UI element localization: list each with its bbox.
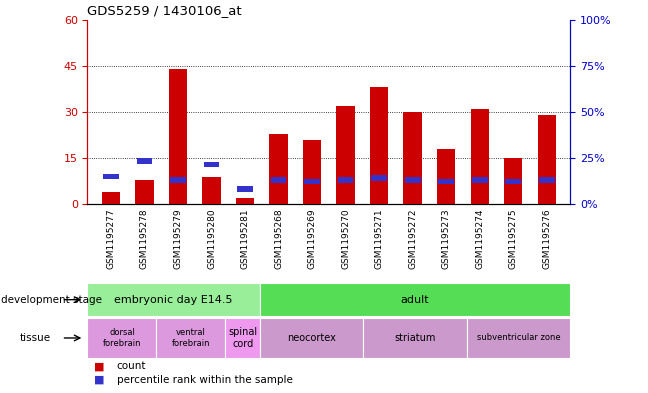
Text: ventral
forebrain: ventral forebrain (172, 328, 210, 348)
Text: ■: ■ (94, 362, 104, 371)
Bar (364, 318, 467, 358)
Bar (260, 283, 570, 316)
Bar (405, 177, 421, 182)
Text: spinal
cord: spinal cord (228, 327, 257, 349)
Bar (202, 177, 221, 204)
Bar (226, 318, 260, 358)
Bar (539, 177, 555, 182)
Text: GSM1195278: GSM1195278 (140, 208, 149, 269)
Bar (404, 112, 422, 204)
Bar (137, 158, 152, 164)
Bar (236, 198, 254, 204)
Bar (336, 106, 355, 204)
Bar (470, 109, 489, 204)
Text: ■: ■ (94, 375, 104, 385)
Bar (505, 178, 521, 184)
Text: GSM1195280: GSM1195280 (207, 208, 216, 269)
Text: neocortex: neocortex (287, 333, 336, 343)
Text: GSM1195273: GSM1195273 (442, 208, 451, 269)
Bar (270, 134, 288, 204)
Bar (203, 162, 220, 167)
Text: GSM1195275: GSM1195275 (509, 208, 518, 269)
Bar (370, 87, 388, 204)
Text: GSM1195269: GSM1195269 (308, 208, 317, 269)
Bar (472, 177, 487, 182)
Text: embryonic day E14.5: embryonic day E14.5 (115, 295, 233, 305)
Bar (438, 178, 454, 184)
Text: percentile rank within the sample: percentile rank within the sample (117, 375, 292, 385)
Text: GSM1195272: GSM1195272 (408, 208, 417, 269)
Text: GSM1195277: GSM1195277 (106, 208, 115, 269)
Bar (237, 186, 253, 192)
Text: GSM1195276: GSM1195276 (542, 208, 551, 269)
Text: adult: adult (400, 295, 430, 305)
Bar (305, 178, 320, 184)
Bar (467, 318, 570, 358)
Bar (338, 177, 353, 182)
Text: GSM1195279: GSM1195279 (174, 208, 183, 269)
Bar (371, 175, 387, 181)
Text: development stage: development stage (1, 295, 102, 305)
Text: count: count (117, 362, 146, 371)
Bar (303, 140, 321, 204)
Bar (87, 318, 156, 358)
Bar (102, 192, 120, 204)
Text: GDS5259 / 1430106_at: GDS5259 / 1430106_at (87, 4, 242, 17)
Text: striatum: striatum (395, 333, 435, 343)
Bar (156, 318, 226, 358)
Bar (538, 115, 556, 204)
Bar (271, 177, 286, 182)
Text: GSM1195268: GSM1195268 (274, 208, 283, 269)
Bar (135, 180, 154, 204)
Text: dorsal
forebrain: dorsal forebrain (103, 328, 141, 348)
Text: tissue: tissue (19, 333, 51, 343)
Text: GSM1195271: GSM1195271 (375, 208, 384, 269)
Bar (168, 69, 187, 204)
Text: GSM1195274: GSM1195274 (475, 208, 484, 269)
Bar (87, 283, 260, 316)
Bar (504, 158, 522, 204)
Text: subventricular zone: subventricular zone (477, 334, 561, 342)
Text: GSM1195270: GSM1195270 (341, 208, 350, 269)
Bar (170, 177, 186, 182)
Bar (103, 174, 119, 180)
Bar (437, 149, 456, 204)
Text: GSM1195281: GSM1195281 (240, 208, 249, 269)
Bar (260, 318, 364, 358)
